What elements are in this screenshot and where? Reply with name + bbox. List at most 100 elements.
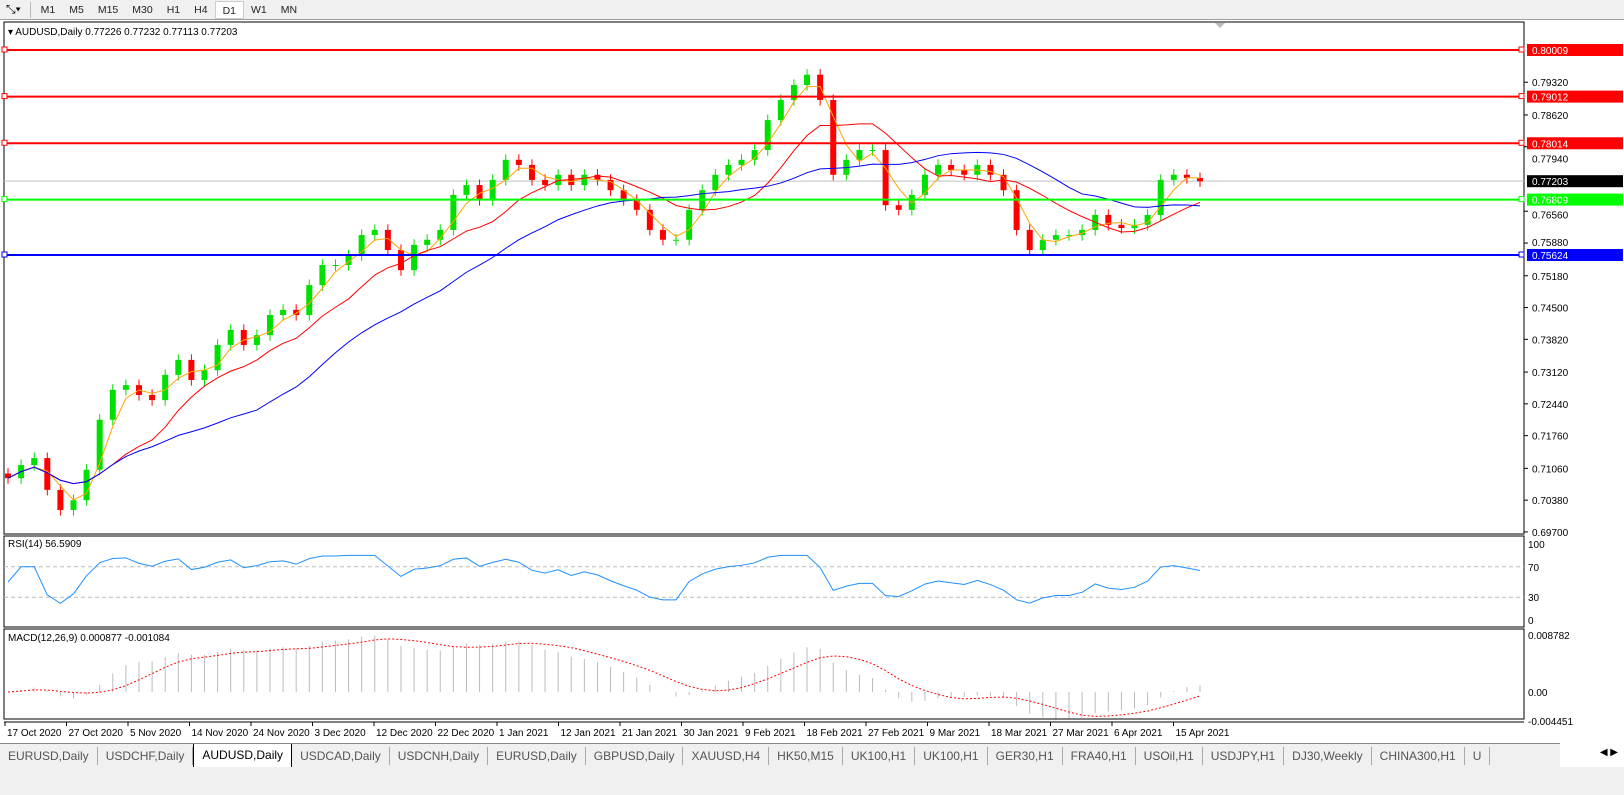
chart-tab[interactable]: UK100,H1 (915, 746, 988, 765)
price-tick-label: 0.70380 (1532, 496, 1569, 507)
candle-body (332, 265, 339, 267)
date-label: 17 Oct 2020 (7, 728, 62, 739)
chart-tab[interactable]: FRA40,H1 (1063, 746, 1136, 765)
chart-tab[interactable]: HK50,M15 (769, 746, 843, 765)
price-tick-label: 0.74500 (1532, 304, 1569, 315)
chart-tab[interactable]: XAUUSD,H4 (683, 746, 770, 765)
price-tick-label: 0.73820 (1532, 335, 1569, 346)
candle-body (869, 149, 876, 151)
chart-tab[interactable]: EURUSD,Daily (488, 746, 586, 765)
candle-body (437, 229, 444, 240)
candle-body (1066, 235, 1073, 237)
level-price-badge (1527, 137, 1623, 150)
candle-body (463, 185, 470, 195)
level-handle (1, 139, 8, 146)
candle-body (921, 174, 928, 195)
chart-tab[interactable]: USDCNH,Daily (390, 746, 489, 765)
date-label: 9 Feb 2021 (745, 728, 796, 739)
level-price-badge (1527, 90, 1623, 103)
date-label: 22 Dec 2020 (438, 728, 495, 739)
candle-body (620, 190, 627, 201)
candle-body (240, 329, 247, 345)
candle-body (397, 250, 404, 271)
candle-body (31, 458, 38, 466)
candle-body (411, 244, 418, 271)
candle-body (935, 164, 942, 175)
moving-average-line (7, 151, 1201, 485)
timeframe-m5[interactable]: M5 (69, 3, 84, 16)
current-price-badge (1527, 175, 1623, 188)
price-tick-label: 0.71060 (1532, 464, 1569, 475)
chart-tab[interactable]: USDCHF,Daily (98, 746, 194, 765)
level-price-label: 0.80009 (1532, 46, 1569, 57)
price-tick-label: 0.71760 (1532, 432, 1569, 443)
candle-body (686, 209, 693, 240)
drawing-tools-icon[interactable]: ⤡▾ (6, 2, 21, 16)
timeframe-mn[interactable]: MN (280, 3, 298, 16)
candle-body (70, 500, 77, 510)
candle-body (1013, 190, 1020, 230)
date-label: 30 Jan 2021 (684, 728, 739, 739)
timeframe-h4[interactable]: H4 (194, 3, 208, 16)
date-label: 12 Dec 2020 (376, 728, 433, 739)
candle-body (908, 194, 915, 210)
candle-body (1170, 174, 1177, 180)
rsi-axis-label: 100 (1528, 540, 1545, 551)
macd-axis-label: -0.004451 (1528, 717, 1573, 728)
chart-tab[interactable]: USDCAD,Daily (292, 746, 390, 765)
date-label: 18 Mar 2021 (991, 728, 1048, 739)
timeframe-h1[interactable]: H1 (166, 3, 181, 16)
chart-tab[interactable]: AUDUSD,Daily (193, 743, 293, 768)
candle-body (804, 74, 811, 86)
timeframe-m15[interactable]: M15 (97, 3, 119, 16)
chart-tab[interactable]: CHINA300,H1 (1372, 746, 1465, 765)
chart-tab[interactable]: GER30,H1 (988, 746, 1063, 765)
toolbar-divider (29, 1, 31, 18)
timeframe-m1[interactable]: M1 (40, 3, 56, 16)
price-tick-label: 0.69700 (1532, 528, 1569, 539)
chart-tab[interactable]: UK100,H1 (843, 746, 916, 765)
candle-body (581, 174, 588, 186)
macd-label: MACD(12,26,9) 0.000877 -0.001084 (8, 633, 170, 644)
candle-body (1197, 178, 1203, 182)
level-price-label: 0.79012 (1532, 93, 1569, 104)
timeframe-m30[interactable]: M30 (132, 3, 153, 16)
level-handle (1518, 196, 1525, 203)
status-strip: ◀ ▶ (0, 747, 1624, 795)
price-tick-label: 0.78620 (1532, 111, 1569, 122)
date-label: 24 Nov 2020 (253, 728, 310, 739)
candle-body (306, 285, 313, 316)
rsi-axis-label: 30 (1528, 593, 1540, 604)
chart-tab[interactable]: U (1465, 746, 1491, 765)
chart-tab[interactable]: USOil,H1 (1136, 746, 1203, 765)
candle-body (790, 85, 797, 100)
timeframe-d1[interactable]: D1 (214, 0, 245, 19)
candle-body (57, 489, 64, 510)
chart-tab[interactable]: DJ30,Weekly (1284, 746, 1372, 765)
level-price-badge (1527, 44, 1623, 56)
candle-body (1026, 229, 1033, 251)
candle-body (175, 359, 182, 375)
timeframe-w1[interactable]: W1 (251, 3, 267, 16)
candle-body (528, 164, 535, 180)
level-handle (1518, 139, 1525, 146)
candle-body (738, 159, 745, 165)
price-chart[interactable]: ▾ AUDUSD,Daily 0.77226 0.77232 0.77113 0… (0, 20, 1624, 742)
candle-body (725, 164, 732, 175)
tab-scroll-arrows[interactable]: ◀ ▶ (1599, 747, 1618, 758)
candle-body (646, 209, 653, 230)
candle-body (882, 149, 889, 206)
candle-body (1157, 179, 1164, 215)
candle-body (607, 179, 614, 191)
chart-tab[interactable]: GBPUSD,Daily (586, 746, 684, 765)
candle-body (895, 205, 902, 210)
date-label: 27 Mar 2021 (1053, 728, 1110, 739)
chart-tab[interactable]: USDJPY,H1 (1203, 746, 1285, 765)
candle-body (109, 389, 116, 420)
date-label: 3 Dec 2020 (315, 728, 367, 739)
chart-tab[interactable]: EURUSD,Daily (0, 746, 98, 765)
candle-body (450, 194, 457, 230)
date-label: 21 Jan 2021 (622, 728, 677, 739)
candle-body (633, 200, 640, 210)
candle-body (476, 185, 483, 201)
